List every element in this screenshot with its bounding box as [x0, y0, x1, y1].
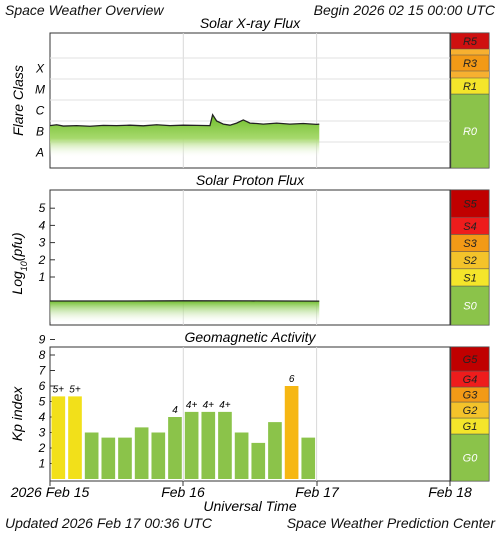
kp-scale-G0	[450, 433, 490, 482]
xray-scale-label: R5	[463, 36, 478, 48]
proton-scale-label: S3	[463, 238, 477, 250]
proton-scale-label: S4	[463, 221, 476, 233]
ytick-label: A	[35, 146, 44, 160]
kp-scale-label: G0	[463, 453, 479, 465]
kp-bar	[84, 432, 99, 479]
xray-scale-gap	[451, 71, 489, 78]
page-title: Space Weather Overview	[5, 2, 164, 18]
ytick-label: 9	[39, 333, 46, 347]
kp-bar	[51, 396, 66, 479]
yaxis-title: Kp index	[9, 386, 25, 441]
proton-scale-label: S2	[463, 255, 476, 267]
xray-scale-R3	[450, 54, 490, 72]
kp-bar	[218, 411, 232, 479]
xaxis-title: Universal Time	[203, 498, 296, 512]
ytick-label: 1	[39, 457, 46, 471]
kp-scale-label: G5	[463, 354, 479, 366]
kp-bar-label: 4	[172, 405, 178, 416]
kp-scale-label: G4	[463, 374, 478, 386]
begin-time: Begin 2026 02 15 00:00 UTC	[313, 2, 495, 18]
footer-updated: Updated 2026 Feb 17 00:36 UTC	[5, 515, 213, 531]
kp-bar	[101, 437, 116, 479]
xray-flux-line	[49, 113, 320, 127]
kp-bar	[234, 432, 249, 479]
panel-2-frame	[49, 346, 451, 482]
kp-bar-label: 4+	[219, 400, 231, 411]
xtick-label: Feb 18	[428, 484, 472, 500]
ytick-label: 7	[39, 364, 47, 378]
kp-bar-label: 5+	[69, 384, 81, 395]
kp-bar	[68, 396, 82, 479]
xray-scale-gap	[451, 49, 489, 55]
kp-bar	[284, 386, 299, 479]
kp-bar	[184, 411, 199, 479]
ytick-label: 6	[39, 379, 46, 393]
ytick-label: 2	[38, 253, 46, 267]
panel-title: Solar Proton Flux	[196, 172, 305, 188]
xray-scale-label: R3	[463, 58, 478, 70]
ytick-label: 3	[39, 236, 46, 250]
kp-bar	[134, 427, 149, 479]
kp-bar-label: 6	[289, 374, 295, 385]
yaxis-title: Log10(pfu)	[9, 232, 29, 294]
xray-scale-label: R0	[463, 126, 478, 138]
ytick-label: X	[35, 62, 45, 76]
footer-credit: Space Weather Prediction Center	[286, 515, 495, 531]
ytick-label: 3	[39, 426, 46, 440]
yaxis-title: Flare Class	[10, 65, 26, 136]
ytick-label: M	[35, 83, 45, 97]
kp-scale-label: G3	[463, 390, 479, 402]
kp-bar-label: 4+	[186, 400, 198, 411]
kp-bar	[301, 437, 316, 479]
proton-scale-label: S0	[463, 301, 477, 313]
proton-flux-area	[50, 300, 320, 322]
ytick-label: 1	[39, 270, 46, 284]
ytick-label: 5	[39, 395, 46, 409]
kp-bar	[201, 411, 216, 479]
xray-scale-R5	[450, 32, 490, 50]
proton-scale-S5	[450, 189, 490, 218]
xray-scale-R1	[450, 77, 490, 95]
proton-scale-S0	[450, 285, 490, 326]
panel-title: Geomagnetic Activity	[185, 329, 317, 345]
proton-scale-label: S5	[463, 199, 477, 211]
kp-bar	[151, 432, 166, 479]
xray-flux-area	[50, 114, 320, 158]
kp-bar	[268, 422, 282, 479]
kp-bar	[251, 442, 266, 479]
overview-chart: Solar X-ray Flux Solar Proton Flux Geomagn…	[9, 15, 490, 512]
kp-scale-G5	[450, 346, 490, 372]
xtick-label: 2026 Feb 15	[10, 484, 90, 500]
ytick-label: B	[36, 125, 44, 139]
ytick-label: 4	[39, 218, 46, 232]
proton-scale-label: S1	[463, 272, 476, 284]
ytick-label: C	[36, 104, 45, 118]
kp-bar-label: 4+	[203, 400, 215, 411]
kp-bar-label: 5+	[53, 384, 65, 395]
kp-bar	[168, 417, 182, 479]
xray-scale-label: R1	[463, 81, 477, 93]
xtick-label: Feb 16	[161, 484, 205, 500]
xtick-label: Feb 17	[295, 484, 340, 500]
kp-scale-label: G2	[463, 405, 478, 417]
kp-bar	[118, 437, 132, 479]
ytick-label: 4	[39, 410, 46, 424]
ytick-label: 2	[38, 441, 46, 455]
panel-title: Solar X-ray Flux	[200, 15, 301, 31]
ytick-label: 8	[39, 348, 46, 362]
kp-scale-label: G1	[463, 421, 478, 433]
ytick-label: 5	[39, 201, 46, 215]
